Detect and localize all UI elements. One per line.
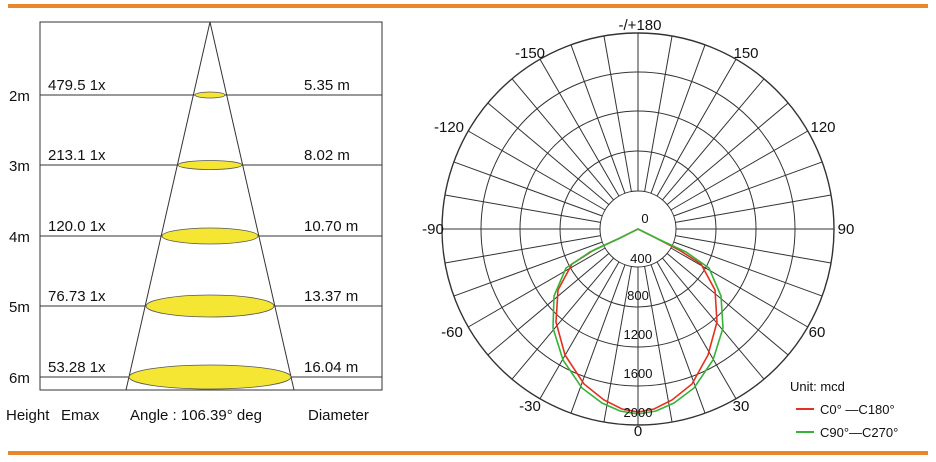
polar-spoke xyxy=(453,161,603,217)
angle-label: 60 xyxy=(809,324,826,341)
height-label: 6m xyxy=(9,370,30,387)
angle-label: 0 xyxy=(634,423,642,440)
cone-edge-left xyxy=(125,21,211,391)
ring-label: 400 xyxy=(630,251,652,266)
polar-spoke xyxy=(570,264,626,414)
ring-label: 800 xyxy=(627,288,649,303)
polar-spoke xyxy=(487,253,610,356)
polar-spoke xyxy=(670,247,808,328)
legend-label: C0° —C180° xyxy=(820,402,895,417)
polar-spoke xyxy=(673,161,823,217)
light-spot-6m xyxy=(128,364,292,390)
light-spot-4m xyxy=(161,227,259,245)
polar-spoke xyxy=(666,253,789,356)
angle-label: -30 xyxy=(519,398,541,415)
emax-column-label: Emax xyxy=(61,407,100,424)
polar-spoke xyxy=(650,264,706,414)
polar-spoke xyxy=(539,59,620,197)
diameter-value: 5.35 m xyxy=(304,77,350,94)
polar-spoke xyxy=(444,235,601,264)
polar-spoke xyxy=(468,247,606,328)
polar-spoke xyxy=(675,194,832,223)
curve-c90-c270 xyxy=(552,228,724,415)
ring-label: 0 xyxy=(641,211,648,226)
unit-label: Unit: mcd xyxy=(790,379,845,394)
cone-edge-right xyxy=(209,21,295,391)
polar-spoke xyxy=(644,35,673,192)
polar-spoke xyxy=(675,235,832,264)
diameter-value: 16.04 m xyxy=(304,359,358,376)
height-label: 4m xyxy=(9,229,30,246)
polar-spoke xyxy=(487,102,610,205)
polar-spoke xyxy=(603,266,632,423)
polar-spoke xyxy=(511,78,614,201)
angle-label: -60 xyxy=(441,324,463,341)
angle-label: 150 xyxy=(733,45,758,62)
beam-angle-label: Angle : 106.39° deg xyxy=(130,407,262,424)
angle-label: 30 xyxy=(733,398,750,415)
polar-spoke xyxy=(662,78,765,201)
angle-label: 120 xyxy=(810,119,835,136)
top-accent-rule xyxy=(8,4,928,8)
emax-value: 76.73 1x xyxy=(48,288,106,305)
diameter-value: 10.70 m xyxy=(304,218,358,235)
ring-label: 1600 xyxy=(624,366,653,381)
polar-spoke xyxy=(453,241,603,297)
height-label: 3m xyxy=(9,158,30,175)
polar-spoke xyxy=(650,44,706,194)
polar-spoke xyxy=(644,266,673,423)
curve-c0-c180 xyxy=(555,228,718,413)
polar-spoke xyxy=(656,59,737,197)
emax-value: 120.0 1x xyxy=(48,218,106,235)
angle-label: -/+180 xyxy=(619,17,662,34)
angle-label: -120 xyxy=(434,119,464,136)
emax-value: 213.1 1x xyxy=(48,147,106,164)
angle-label: -150 xyxy=(515,45,545,62)
polar-spoke xyxy=(603,35,632,192)
polar-spoke xyxy=(468,130,606,211)
polar-spoke xyxy=(673,241,823,297)
emax-value: 53.28 1x xyxy=(48,359,106,376)
height-label: 5m xyxy=(9,299,30,316)
ring-label: 1200 xyxy=(624,327,653,342)
light-spot-5m xyxy=(145,294,275,318)
height-label: 2m xyxy=(9,88,30,105)
ring-label: 2000 xyxy=(624,405,653,420)
polar-spoke xyxy=(666,102,789,205)
diameter-value: 13.37 m xyxy=(304,288,358,305)
polar-spoke xyxy=(511,257,614,380)
emax-value: 479.5 1x xyxy=(48,77,106,94)
polar-spoke xyxy=(444,194,601,223)
polar-spoke xyxy=(656,261,737,399)
light-spot-2m xyxy=(194,91,226,99)
diameter-column-label: Diameter xyxy=(308,407,369,424)
height-column-label: Height xyxy=(6,407,50,424)
light-spot-3m xyxy=(177,160,243,170)
polar-spoke xyxy=(670,130,808,211)
polar-diagram: 0 400 800 1200 1600 2000 -/+180 -150 150… xyxy=(422,17,898,440)
legend-label: C90°—C270° xyxy=(820,425,898,440)
polar-grid xyxy=(441,32,835,426)
diameter-value: 8.02 m xyxy=(304,147,350,164)
bottom-accent-rule xyxy=(8,451,928,455)
polar-spoke xyxy=(662,257,765,380)
cone-diagram: 2m 479.5 1x 5.35 m 3m 213.1 1x 8.02 m 4m… xyxy=(6,21,383,424)
cone-frame xyxy=(39,21,383,391)
polar-spoke xyxy=(570,44,626,194)
polar-spoke xyxy=(539,261,620,399)
angle-label: -90 xyxy=(422,221,444,238)
angle-label: 90 xyxy=(838,221,855,238)
